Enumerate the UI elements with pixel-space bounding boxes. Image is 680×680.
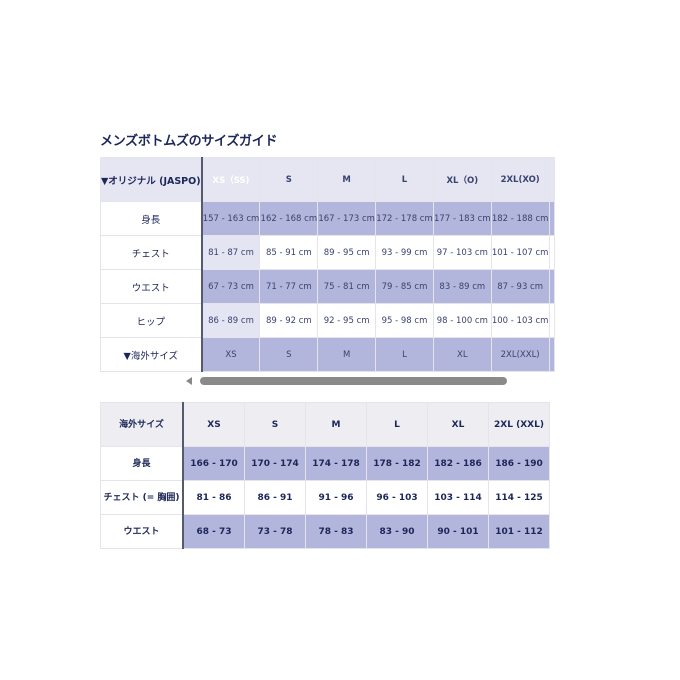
size-header: XS（SS)	[201, 157, 261, 202]
size-value: 67 - 73 cm	[201, 269, 261, 304]
size-value: 78 - 83	[305, 514, 367, 549]
size-value: 68 - 73	[182, 514, 245, 549]
size-value: 182 - 188 cm	[490, 201, 550, 236]
page-title: メンズボトムズのサイズガイド	[100, 134, 278, 149]
size-value: XL	[432, 337, 492, 372]
size-value: 91 - 96	[305, 480, 367, 515]
size-value: 114 - 125	[488, 480, 550, 515]
size-value: 101 - 107 cm	[490, 235, 550, 270]
overseas-size-table: 海外サイズ XS S M L XL 2XL (XXL) 身長 166 - 170 170 - 17…	[100, 402, 550, 549]
size-value: 177 - 183 cm	[432, 201, 492, 236]
row-label: ウエスト	[100, 514, 184, 549]
size-value	[548, 337, 555, 372]
size-value: 186 - 190	[488, 446, 550, 481]
size-value: 75 - 81 cm	[317, 269, 377, 304]
corner-label: ▼オリジナル (JASPO)	[100, 157, 203, 202]
horizontal-scrollbar[interactable]	[184, 376, 555, 386]
size-value: 73 - 78	[244, 514, 306, 549]
size-value: 83 - 89 cm	[432, 269, 492, 304]
size-value: XS	[201, 337, 261, 372]
overseas-size-table-container: 海外サイズ XS S M L XL 2XL (XXL) 身長 166 - 170 170 - 17…	[100, 402, 550, 549]
header-row: 海外サイズ XS S M L XL 2XL (XXL)	[100, 402, 550, 447]
corner-label: 海外サイズ	[100, 402, 184, 447]
table-row: 身長 166 - 170 170 - 174 174 - 178 178 - 182 18…	[100, 446, 550, 481]
size-value: 2XL(XXL)	[490, 337, 550, 372]
table-row: チェスト (= 胸囲) 81 - 86 86 - 91 91 - 96 96 - 103…	[100, 480, 550, 515]
size-value: 178 - 182	[366, 446, 428, 481]
size-value: 97 - 103 cm	[432, 235, 492, 270]
left-arrow-icon[interactable]	[186, 377, 192, 385]
table-row: 身長 157 - 163 cm 162 - 168 cm 167 - 173 cm 17…	[100, 201, 555, 236]
size-value: 182 - 186	[427, 446, 489, 481]
size-value: 100 - 103 cm	[490, 303, 550, 338]
row-label: 身長	[100, 446, 184, 481]
size-value: M	[317, 337, 377, 372]
size-value: 71 - 77 cm	[259, 269, 319, 304]
size-header: 2XL (XXL)	[488, 402, 550, 447]
original-size-table-container: ▼オリジナル (JASPO) XS（SS) S M L XL（O) 2XL(XO) 身長 157…	[100, 157, 555, 372]
original-size-table: ▼オリジナル (JASPO) XS（SS) S M L XL（O) 2XL(XO) 身長 157…	[100, 157, 555, 372]
size-value	[548, 235, 555, 270]
size-value: 85 - 91 cm	[259, 235, 319, 270]
size-header: XS	[182, 402, 245, 447]
scrollbar-thumb[interactable]	[200, 377, 507, 385]
size-value: 87 - 93 cm	[490, 269, 550, 304]
size-value: S	[259, 337, 319, 372]
size-value: 95 - 98 cm	[375, 303, 434, 338]
row-label: チェスト	[100, 235, 203, 270]
size-value: 86 - 91	[244, 480, 306, 515]
table-row: ヒップ 86 - 89 cm 89 - 92 cm 92 - 95 cm 95 - 98…	[100, 303, 555, 338]
size-value: 167 - 173 cm	[317, 201, 377, 236]
size-header: L	[366, 402, 428, 447]
size-value: 79 - 85 cm	[375, 269, 434, 304]
size-value: 89 - 95 cm	[317, 235, 377, 270]
size-value: 172 - 178 cm	[375, 201, 434, 236]
size-header: S	[244, 402, 306, 447]
row-label: ▼海外サイズ	[100, 337, 203, 372]
size-value: 98 - 100 cm	[432, 303, 492, 338]
size-value: 170 - 174	[244, 446, 306, 481]
header-row: ▼オリジナル (JASPO) XS（SS) S M L XL（O) 2XL(XO)	[100, 157, 555, 202]
size-header: L	[375, 157, 434, 202]
size-value: 92 - 95 cm	[317, 303, 377, 338]
table-row: ウエスト 67 - 73 cm 71 - 77 cm 75 - 81 cm 79 - 8…	[100, 269, 555, 304]
row-label: ヒップ	[100, 303, 203, 338]
size-header: XL（O)	[432, 157, 492, 202]
size-value: 162 - 168 cm	[259, 201, 319, 236]
size-value: 89 - 92 cm	[259, 303, 319, 338]
size-header	[548, 157, 555, 202]
size-value: 157 - 163 cm	[201, 201, 261, 236]
size-value: 93 - 99 cm	[375, 235, 434, 270]
size-header: 2XL(XO)	[490, 157, 550, 202]
table-row: チェスト 81 - 87 cm 85 - 91 cm 89 - 95 cm 93 - 9…	[100, 235, 555, 270]
size-value: L	[375, 337, 434, 372]
size-value: 86 - 89 cm	[201, 303, 261, 338]
row-label: ウエスト	[100, 269, 203, 304]
row-label: チェスト (= 胸囲)	[100, 480, 184, 515]
size-value: 101 - 112	[488, 514, 550, 549]
size-header: S	[259, 157, 319, 202]
size-value: 96 - 103	[366, 480, 428, 515]
size-header: M	[305, 402, 367, 447]
size-value: 90 - 101	[427, 514, 489, 549]
size-value: 103 - 114	[427, 480, 489, 515]
size-value: 83 - 90	[366, 514, 428, 549]
table-row: ▼海外サイズ XS S M L XL 2XL(XXL)	[100, 337, 555, 372]
size-value: 166 - 170	[182, 446, 245, 481]
row-label: 身長	[100, 201, 203, 236]
size-value: 81 - 86	[182, 480, 245, 515]
size-value: 81 - 87 cm	[201, 235, 261, 270]
table-row: ウエスト 68 - 73 73 - 78 78 - 83 83 - 90 90 - 101…	[100, 514, 550, 549]
size-value	[548, 201, 555, 236]
size-value: 174 - 178	[305, 446, 367, 481]
size-value	[548, 269, 555, 304]
size-value	[548, 303, 555, 338]
size-header: M	[317, 157, 377, 202]
size-header: XL	[427, 402, 489, 447]
